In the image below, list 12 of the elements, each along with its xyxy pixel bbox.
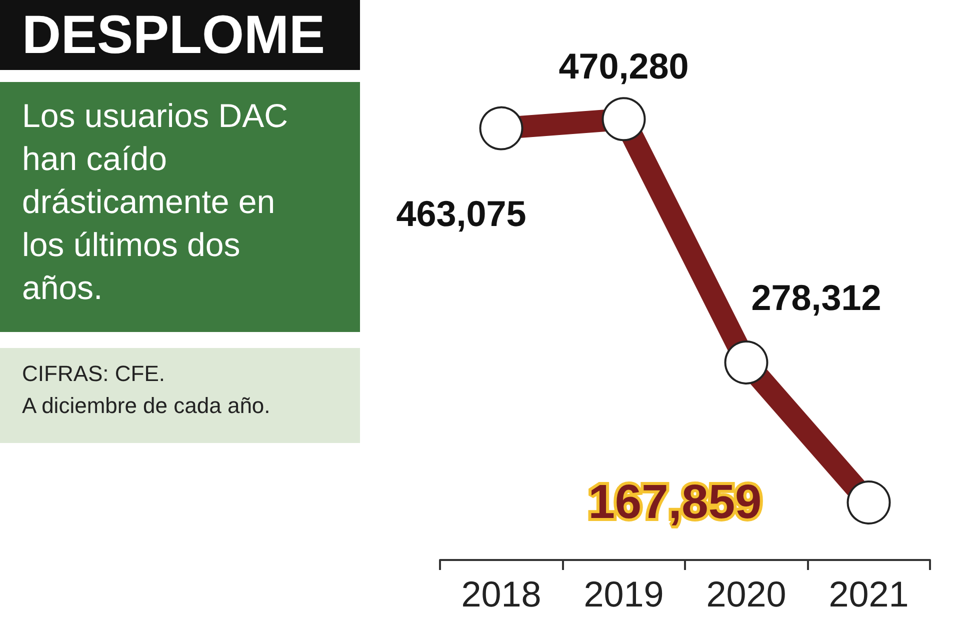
x-tick-label: 2018 [461, 574, 542, 614]
x-tick-label: 2020 [706, 574, 786, 614]
x-tick-label: 2019 [584, 574, 664, 614]
data-label: 463,075 [396, 192, 526, 234]
text: Los usuarios DAC han caído drásticamente en los últimos dos años. [0, 82, 360, 332]
data-label: 278,312 [751, 276, 882, 318]
data-label: 167,859 [588, 476, 762, 529]
x-tick-label: 2021 [828, 574, 909, 614]
text: CIFRAS: CFE. [22, 360, 166, 388]
text: A diciembre de cada año. [22, 392, 272, 420]
data-label: 470,280 [558, 46, 689, 87]
chart-title: DESPLOME [0, 0, 360, 70]
